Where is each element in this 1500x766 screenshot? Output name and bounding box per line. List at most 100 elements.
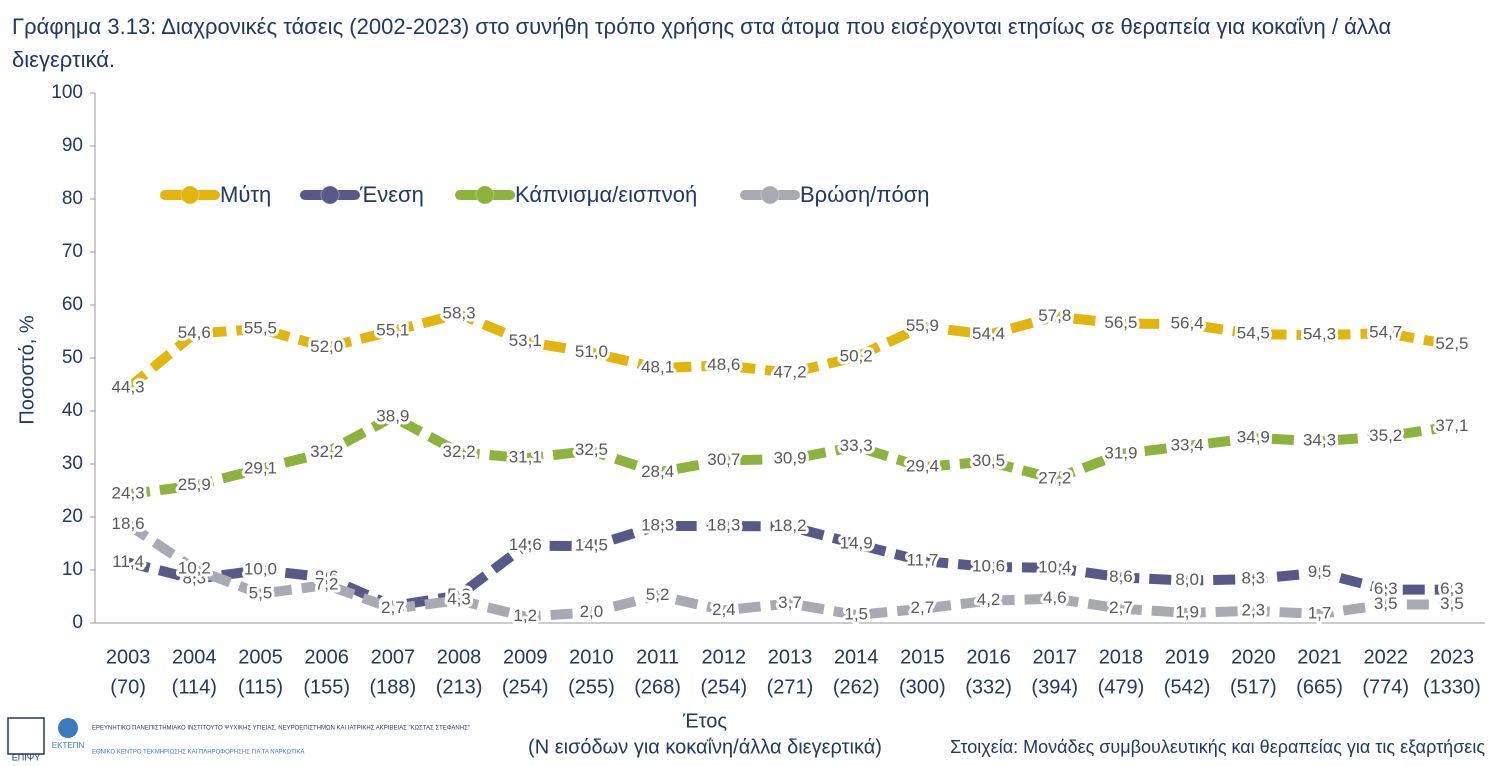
- data-label: 8,3: [1242, 568, 1266, 587]
- data-label: 52,5: [1435, 334, 1468, 353]
- legend-marker: [760, 185, 780, 205]
- data-label: 56,4: [1171, 314, 1204, 333]
- data-label: 54,3: [1303, 325, 1336, 344]
- data-label: 29,1: [244, 458, 277, 477]
- x-tick-sublabel: (155): [303, 676, 350, 698]
- data-label: 6,3: [1440, 579, 1464, 598]
- data-label: 10,0: [244, 559, 277, 578]
- data-label: 7,2: [315, 574, 339, 593]
- data-label: 1,5: [844, 605, 868, 624]
- x-tick-sublabel: (255): [568, 676, 615, 698]
- x-tick-sublabel: (262): [833, 676, 880, 698]
- data-label: 14,5: [575, 536, 608, 555]
- y-tick-label: 70: [62, 241, 83, 262]
- x-tick-label: 2010: [569, 646, 614, 668]
- data-label: 47,2: [773, 362, 806, 381]
- data-label: 25,9: [178, 475, 211, 494]
- data-label: 9,5: [1308, 562, 1332, 581]
- series-line: [126, 521, 1452, 612]
- x-tick-label: 2020: [1231, 646, 1276, 668]
- chart-title: Γράφημα 3.13: Διαχρονικές τάσεις (2002-2…: [12, 14, 1392, 72]
- x-tick-label: 2017: [1033, 646, 1078, 668]
- data-label: 28,4: [641, 462, 674, 481]
- data-label: 2,7: [911, 598, 935, 617]
- data-label: 2,0: [580, 602, 604, 621]
- data-label: 1,2: [513, 606, 537, 625]
- logo-icon: [58, 718, 78, 738]
- x-tick-label: 2023: [1430, 646, 1475, 668]
- logo-text: ΕΠΙΨΥ: [12, 752, 41, 762]
- data-label: 10,2: [178, 558, 211, 577]
- x-tick-sublabel: (115): [238, 676, 283, 698]
- data-label: 2,7: [1109, 598, 1133, 617]
- data-label: 30,7: [707, 450, 740, 469]
- data-label: 10,6: [972, 556, 1005, 575]
- x-axis-label: Έτος: [682, 710, 727, 732]
- data-label: 51,0: [575, 342, 608, 361]
- x-tick-sublabel: (332): [965, 676, 1012, 698]
- data-label: 35,2: [1369, 426, 1402, 445]
- legend-label: Ένεση: [359, 182, 424, 207]
- data-label: 30,9: [773, 449, 806, 468]
- x-tick-sublabel: (542): [1164, 676, 1211, 698]
- data-label: 3,2: [381, 596, 405, 615]
- x-axis-sublabel: (N εισόδων για κοκαΐνη/άλλα διεγερτικά): [528, 736, 882, 758]
- x-tick-label: 2018: [1099, 646, 1144, 668]
- x-tick-label: 2011: [636, 646, 679, 668]
- data-label: 8,0: [1175, 570, 1199, 589]
- data-label: 5,2: [447, 585, 471, 604]
- y-tick-label: 60: [62, 294, 83, 315]
- data-label: 18,2: [773, 516, 806, 535]
- data-label: 8,3: [182, 568, 206, 587]
- x-tick-sublabel: (188): [370, 676, 417, 698]
- logo-text: ΕΚΤΕΠΝ: [52, 741, 85, 750]
- x-tick-label: 2019: [1165, 646, 1210, 668]
- data-label: 57,8: [1038, 306, 1071, 325]
- data-label: 55,5: [244, 318, 277, 337]
- legend-label: Μύτη: [220, 182, 271, 207]
- x-tick-label: 2012: [702, 646, 747, 668]
- data-label: 52,0: [310, 337, 343, 356]
- x-tick-label: 2004: [172, 646, 217, 668]
- data-label: 18,3: [707, 515, 740, 534]
- data-label: 4,6: [1043, 588, 1067, 607]
- x-tick-label: 2021: [1297, 646, 1342, 668]
- y-tick-label: 10: [62, 559, 83, 580]
- x-tick-label: 2014: [834, 646, 879, 668]
- series-line: [124, 308, 1453, 393]
- data-label: 55,9: [906, 316, 939, 335]
- data-label: 32,5: [575, 440, 608, 459]
- data-label: 38,9: [376, 406, 409, 425]
- data-label: 6,3: [1374, 579, 1398, 598]
- x-tick-sublabel: (213): [436, 676, 483, 698]
- data-label: 5,5: [249, 583, 273, 602]
- data-label: 3,5: [1440, 594, 1464, 613]
- data-label: 4,2: [977, 590, 1001, 609]
- source: Στοιχεία: Μονάδες συμβουλευτικής και θερ…: [950, 737, 1485, 757]
- x-tick-label: 2005: [238, 646, 283, 668]
- x-tick-sublabel: (394): [1031, 676, 1078, 698]
- series-line: [125, 520, 1452, 622]
- logo-text: ΕΡΕΥΝΗΤΙΚΟ ΠΑΝΕΠΙΣΤΗΜΙΑΚΟ ΙΝΣΤΙΤΟΥΤΟ ΨΥΧ…: [92, 726, 470, 732]
- data-label: 50,2: [840, 346, 873, 365]
- y-axis-label: Ποσοστό, %: [16, 315, 38, 425]
- x-tick-sublabel: (70): [110, 676, 146, 698]
- legend-label: Βρώση/πόση: [800, 182, 930, 207]
- data-label: 1,9: [1175, 602, 1199, 621]
- x-tick-label: 2007: [371, 646, 416, 668]
- data-label: 37,1: [1435, 416, 1468, 435]
- data-label: 53,1: [509, 331, 542, 350]
- x-tick-label: 2008: [437, 646, 482, 668]
- y-tick-label: 40: [62, 400, 83, 421]
- data-label: 32,2: [310, 442, 343, 461]
- data-label: 18,3: [641, 515, 674, 534]
- x-tick-sublabel: (268): [634, 676, 681, 698]
- data-label: 48,6: [707, 355, 740, 374]
- x-tick-sublabel: (774): [1362, 676, 1409, 698]
- data-label: 54,6: [178, 323, 211, 342]
- data-label: 18,6: [112, 514, 145, 533]
- data-label: 56,5: [1104, 313, 1137, 332]
- data-label: 58,3: [443, 303, 476, 322]
- y-tick-label: 50: [62, 347, 83, 368]
